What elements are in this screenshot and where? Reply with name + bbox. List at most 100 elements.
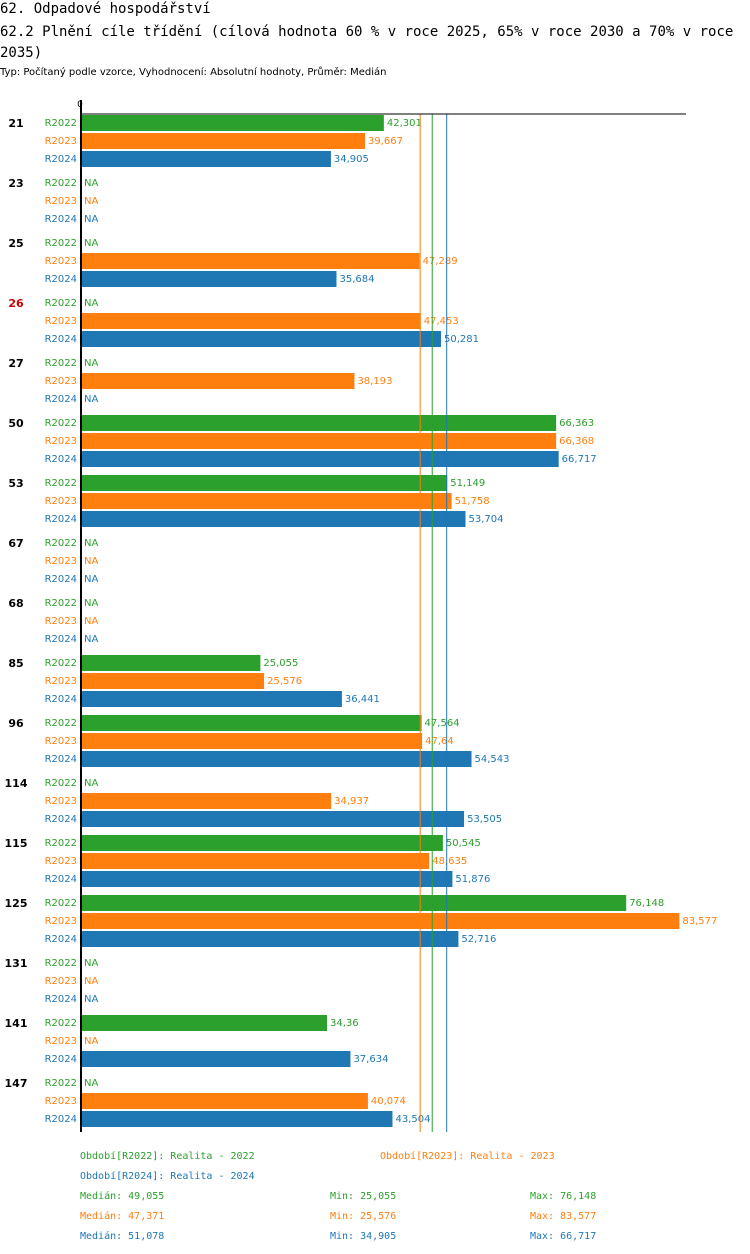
series-label-115-r2023: R2023	[45, 856, 77, 867]
value-label-147-r2022: NA	[84, 1078, 98, 1089]
series-label-53-r2023: R2023	[45, 496, 77, 507]
bar-21-r2023	[81, 133, 366, 149]
bar-115-r2024	[81, 871, 453, 887]
legend-period-r2022: Období[R2022]: Realita - 2022	[80, 1151, 255, 1162]
value-label-53-r2023: 51,758	[455, 496, 490, 507]
series-label-53-r2024: R2024	[45, 514, 77, 525]
group-label-53: 53	[8, 477, 23, 490]
value-label-26-r2024: 50,281	[444, 334, 479, 345]
bar-53-r2023	[81, 493, 452, 509]
legend-period-r2023: Období[R2023]: Realita - 2023	[380, 1151, 555, 1162]
bar-147-r2023	[81, 1093, 368, 1109]
bar-27-r2023	[81, 373, 355, 389]
series-label-68-r2022: R2022	[45, 598, 77, 609]
value-label-96-r2022: 47,564	[425, 718, 460, 729]
value-label-21-r2023: 39,667	[368, 136, 403, 147]
value-label-141-r2022: 34,36	[330, 1018, 359, 1029]
bar-25-r2024	[81, 271, 337, 287]
value-label-23-r2022: NA	[84, 178, 98, 189]
series-label-125-r2023: R2023	[45, 916, 77, 927]
bar-21-r2022	[81, 115, 384, 131]
value-label-115-r2022: 50,545	[446, 838, 481, 849]
series-label-141-r2024: R2024	[45, 1054, 77, 1065]
series-label-96-r2024: R2024	[45, 754, 77, 765]
bar-chart: 021R202242,301R202339,667R202434,90523R2…	[5, 100, 717, 1132]
group-label-147: 147	[5, 1077, 28, 1090]
series-label-114-r2023: R2023	[45, 796, 77, 807]
series-label-141-r2022: R2022	[45, 1018, 77, 1029]
bar-25-r2023	[81, 253, 420, 269]
value-label-26-r2023: 47,453	[424, 316, 459, 327]
series-label-50-r2023: R2023	[45, 436, 77, 447]
legend-median-r2022: Medián: 49,055	[80, 1191, 165, 1202]
bar-114-r2024	[81, 811, 465, 827]
value-label-131-r2024: NA	[84, 994, 98, 1005]
value-label-115-r2023: 48,635	[432, 856, 467, 867]
bar-125-r2023	[81, 913, 680, 929]
value-label-67-r2023: NA	[84, 556, 98, 567]
series-label-147-r2024: R2024	[45, 1114, 77, 1125]
group-label-50: 50	[8, 417, 24, 430]
bar-115-r2022	[81, 835, 443, 851]
value-label-147-r2023: 40,074	[371, 1096, 406, 1107]
value-label-50-r2024: 66,717	[562, 454, 597, 465]
value-label-85-r2022: 25,055	[263, 658, 298, 669]
series-label-67-r2022: R2022	[45, 538, 77, 549]
series-label-115-r2022: R2022	[45, 838, 77, 849]
bar-85-r2024	[81, 691, 342, 707]
group-label-67: 67	[8, 537, 23, 550]
bar-53-r2022	[81, 475, 448, 491]
series-label-50-r2024: R2024	[45, 454, 77, 465]
value-label-25-r2024: 35,684	[339, 274, 374, 285]
series-label-115-r2024: R2024	[45, 874, 77, 885]
bar-50-r2022	[81, 415, 557, 431]
bar-21-r2024	[81, 151, 331, 167]
group-label-125: 125	[5, 897, 28, 910]
group-label-26: 26	[8, 297, 24, 310]
series-label-131-r2023: R2023	[45, 976, 77, 987]
bar-125-r2024	[81, 931, 459, 947]
group-label-114: 114	[5, 777, 28, 790]
series-label-27-r2024: R2024	[45, 394, 77, 405]
value-label-68-r2023: NA	[84, 616, 98, 627]
bar-125-r2022	[81, 895, 627, 911]
value-label-131-r2023: NA	[84, 976, 98, 987]
value-label-21-r2022: 42,301	[387, 118, 422, 129]
bar-50-r2024	[81, 451, 559, 467]
value-label-50-r2022: 66,363	[559, 418, 594, 429]
series-label-21-r2023: R2023	[45, 136, 77, 147]
series-label-50-r2022: R2022	[45, 418, 77, 429]
bar-115-r2023	[81, 853, 430, 869]
value-label-114-r2024: 53,505	[467, 814, 502, 825]
legend-max-r2023: Max: 83,577	[530, 1211, 597, 1222]
group-label-25: 25	[8, 237, 23, 250]
value-label-21-r2024: 34,905	[334, 154, 369, 165]
series-label-114-r2024: R2024	[45, 814, 77, 825]
value-label-147-r2024: 43,504	[395, 1114, 430, 1125]
legend-median-r2024: Medián: 51,078	[80, 1231, 165, 1242]
chart-subtitle: 62.2 Plnění cíle třídění (cílová hodnota…	[0, 24, 734, 61]
series-label-85-r2023: R2023	[45, 676, 77, 687]
series-label-23-r2022: R2022	[45, 178, 77, 189]
bar-141-r2024	[81, 1051, 351, 1067]
series-label-25-r2024: R2024	[45, 274, 77, 285]
value-label-53-r2024: 53,704	[469, 514, 504, 525]
series-label-26-r2022: R2022	[45, 298, 77, 309]
group-label-85: 85	[8, 657, 23, 670]
series-label-67-r2024: R2024	[45, 574, 77, 585]
legend-min-r2022: Min: 25,055	[330, 1191, 397, 1202]
series-label-68-r2024: R2024	[45, 634, 77, 645]
value-label-23-r2023: NA	[84, 196, 98, 207]
value-label-67-r2022: NA	[84, 538, 98, 549]
value-label-67-r2024: NA	[84, 574, 98, 585]
bar-85-r2023	[81, 673, 265, 689]
series-label-141-r2023: R2023	[45, 1036, 77, 1047]
series-label-147-r2022: R2022	[45, 1078, 77, 1089]
series-label-21-r2022: R2022	[45, 118, 77, 129]
bar-147-r2024	[81, 1111, 393, 1127]
bar-50-r2023	[81, 433, 557, 449]
value-label-115-r2024: 51,876	[455, 874, 490, 885]
series-label-114-r2022: R2022	[45, 778, 77, 789]
value-label-96-r2024: 54,543	[475, 754, 510, 765]
series-label-25-r2022: R2022	[45, 238, 77, 249]
